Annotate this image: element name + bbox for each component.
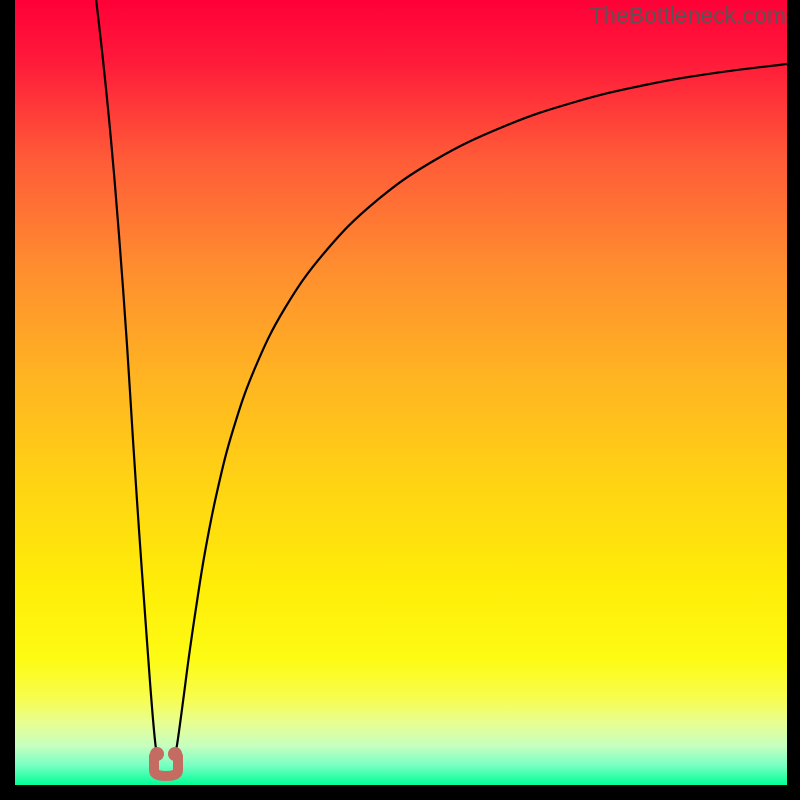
curve-left — [95, 0, 157, 754]
curve-right — [175, 64, 787, 754]
frame-bottom — [0, 785, 800, 800]
plot-area — [15, 0, 787, 785]
frame-left — [0, 0, 15, 800]
valley-marker — [150, 747, 182, 776]
watermark-text: TheBottleneck.com — [589, 2, 786, 29]
valley-dot-right — [168, 747, 182, 761]
curve-layer — [15, 0, 787, 785]
valley-dot-left — [150, 747, 164, 761]
frame-right — [787, 0, 800, 800]
